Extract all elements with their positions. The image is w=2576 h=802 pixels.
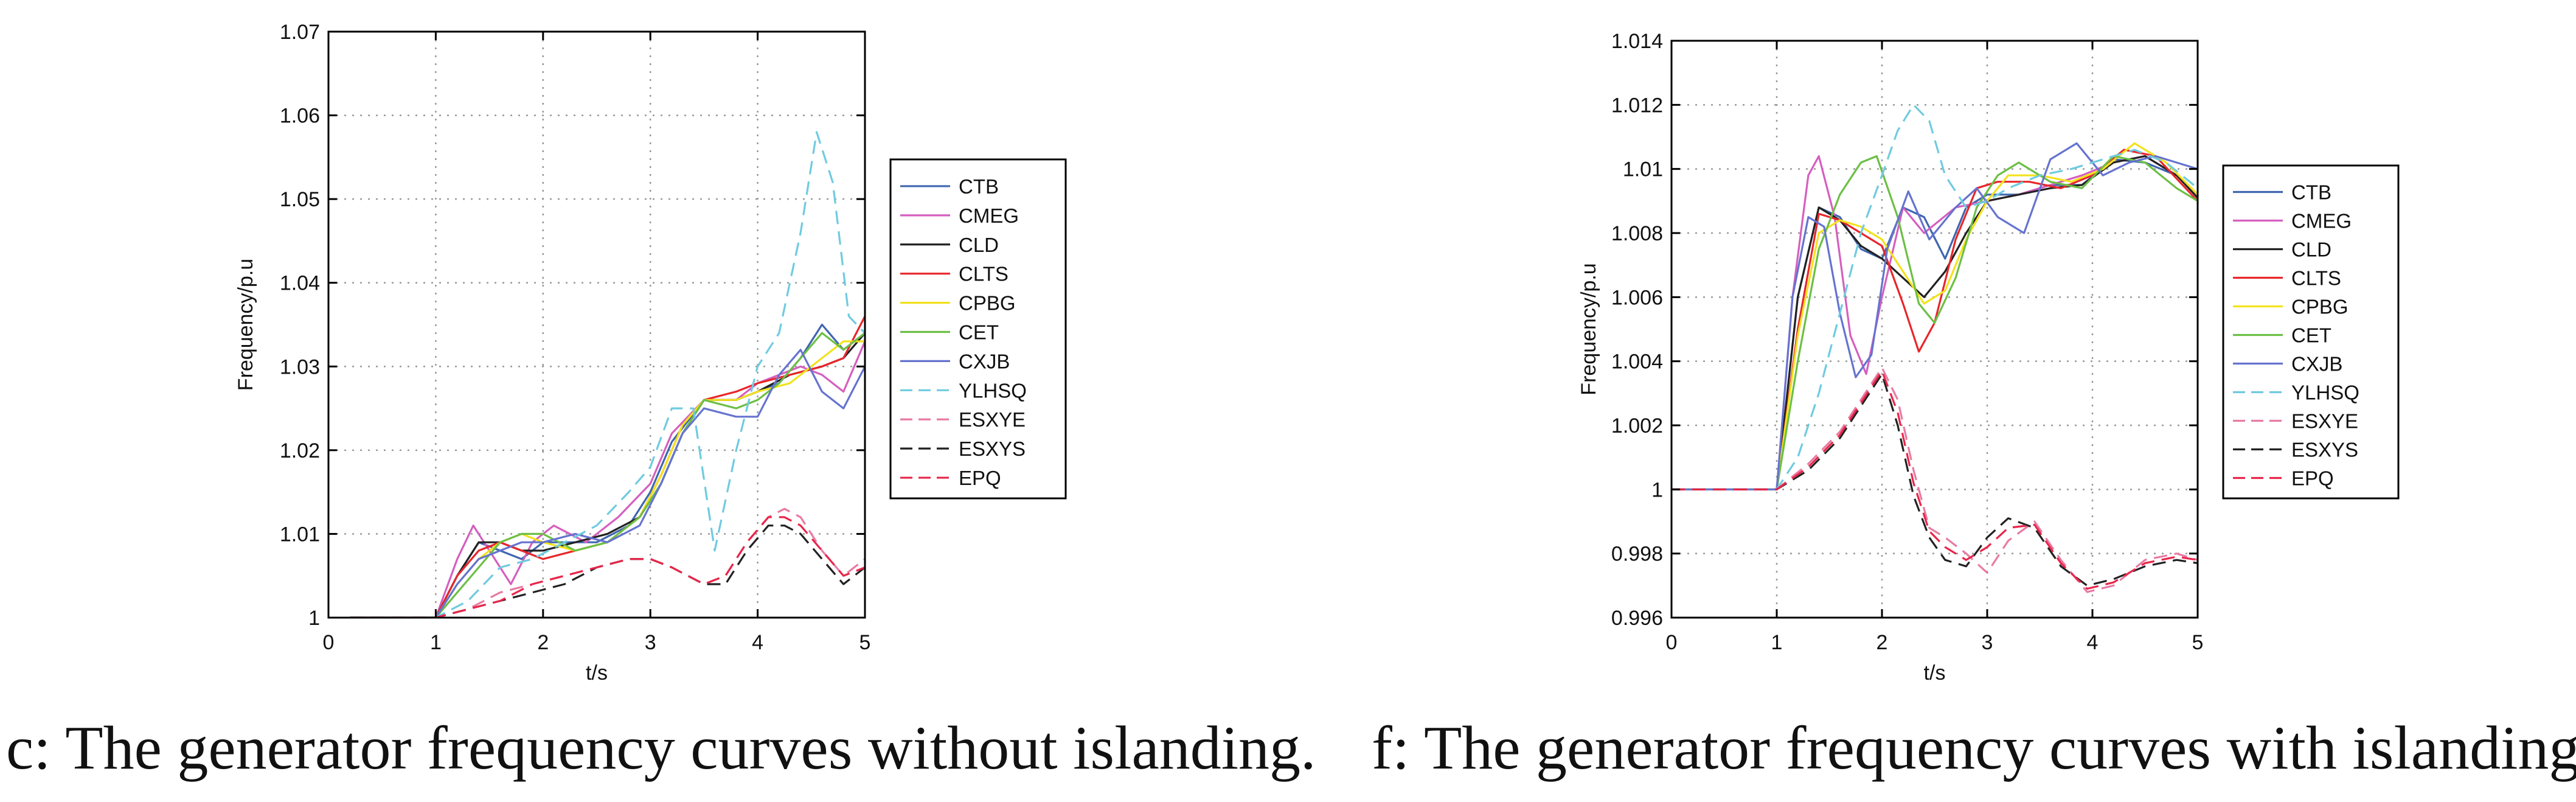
y-tick-label: 0.996 xyxy=(1611,607,1663,630)
axes-frame xyxy=(1670,40,2199,619)
y-tick-label: 0.998 xyxy=(1611,543,1663,566)
series-line-cpbg xyxy=(1672,142,2198,490)
axes-frame xyxy=(327,30,866,619)
caption-right: f: The generator frequency curves with i… xyxy=(1372,714,2576,783)
series-line-cxjb xyxy=(350,349,865,618)
series-lines xyxy=(350,131,865,618)
legend: CTB CMEG CLD CLTS CPBG CET CXJB YLHSQ ESXYE ESXYS… xyxy=(889,158,1067,500)
y-axis-label: Frequency/p.u xyxy=(234,259,257,391)
legend-label-esxys: ESXYS xyxy=(2291,439,2358,461)
y-tick-label: 1.04 xyxy=(280,272,320,295)
chart-right-frequency-with-islanding: 0 1 2 3 4 5 0.996 0.998 1 1.002 1.004 1.006 1.008 1.0… xyxy=(1577,30,2400,685)
y-tick-label: 1.03 xyxy=(280,355,320,378)
legend-label-cpbg: CPBG xyxy=(959,292,1016,315)
x-axis-label: t/s xyxy=(1924,661,1946,685)
legend-label-cmeg: CMEG xyxy=(959,204,1019,227)
series-lines xyxy=(1672,103,2198,593)
y-tick-label: 1.02 xyxy=(280,439,320,462)
x-tick-label: 1 xyxy=(1771,631,1783,654)
legend-label-epq: EPQ xyxy=(959,467,1001,489)
x-tick-label: 5 xyxy=(2192,631,2204,654)
series-line-cet xyxy=(1672,155,2198,490)
legend: CTB CMEG CLD CLTS CPBG CET CXJB YLHSQ ESXYE ESXYS… xyxy=(2222,164,2400,500)
legend-label-cld: CLD xyxy=(2291,239,2331,261)
y-tick-label: 1.012 xyxy=(1611,94,1663,117)
y-tick-label: 1 xyxy=(1651,478,1663,501)
x-tick-label: 1 xyxy=(430,631,442,654)
series-line-epq xyxy=(1672,369,2198,590)
legend-label-cld: CLD xyxy=(959,234,999,256)
legend-label-cet: CET xyxy=(2291,324,2331,347)
x-tick-label: 0 xyxy=(1666,631,1678,654)
plot-area xyxy=(328,32,865,618)
caption-left: c: The generator frequency curves withou… xyxy=(6,714,1316,783)
y-tick-label: 1.008 xyxy=(1611,222,1663,245)
series-line-cxjb xyxy=(1672,142,2198,490)
legend-label-ylhsq: YLHSQ xyxy=(959,379,1027,402)
legend-label-cxjb: CXJB xyxy=(2291,353,2342,375)
series-line-cmeg xyxy=(350,341,865,618)
y-tick-label: 1 xyxy=(308,607,320,630)
legend-label-clts: CLTS xyxy=(2291,267,2341,290)
legend-label-esxye: ESXYE xyxy=(2291,410,2358,433)
legend-label-esxys: ESXYS xyxy=(959,438,1026,460)
x-tick-label: 2 xyxy=(537,631,549,654)
legend-label-ctb: CTB xyxy=(2291,181,2331,204)
y-tick-label: 1.06 xyxy=(280,105,320,128)
x-tick-label: 3 xyxy=(1982,631,1993,654)
y-tick-label: 1.014 xyxy=(1611,30,1663,53)
y-axis-label: Frequency/p.u xyxy=(1577,263,1600,395)
x-axis-label: t/s xyxy=(586,661,608,685)
x-tick-label: 4 xyxy=(2087,631,2099,654)
chart-left-frequency-without-islanding: 0 1 2 3 4 511.011.021.031.041.051.061.07t/sFr… xyxy=(234,21,1067,685)
y-tick-label: 1.006 xyxy=(1611,286,1663,309)
legend-label-esxye: ESXYE xyxy=(959,408,1026,431)
series-line-ylhsq xyxy=(1672,103,2198,490)
y-tick-label: 1.01 xyxy=(1623,158,1663,181)
series-line-cld xyxy=(1672,155,2198,490)
y-tick-label: 1.07 xyxy=(280,21,320,44)
x-tick-label: 0 xyxy=(323,631,335,654)
legend-label-cet: CET xyxy=(959,321,999,344)
series-line-cet xyxy=(350,332,865,618)
legend-label-ctb: CTB xyxy=(959,175,999,198)
y-tick-label: 1.004 xyxy=(1611,350,1663,374)
x-tick-label: 5 xyxy=(859,631,871,654)
x-tick-label: 3 xyxy=(645,631,656,654)
series-line-ylhsq xyxy=(350,131,865,618)
legend-label-clts: CLTS xyxy=(959,263,1009,285)
x-tick-label: 2 xyxy=(1876,631,1888,654)
legend-label-cxjb: CXJB xyxy=(959,350,1010,372)
legend-label-cmeg: CMEG xyxy=(2291,210,2352,232)
series-line-epq xyxy=(350,516,865,618)
y-tick-label: 1.01 xyxy=(280,523,320,546)
series-line-esxye xyxy=(1672,366,2198,593)
y-tick-label: 1.002 xyxy=(1611,414,1663,438)
y-tick-label: 1.05 xyxy=(280,188,320,211)
legend-label-ylhsq: YLHSQ xyxy=(2291,382,2359,404)
legend-label-cpbg: CPBG xyxy=(2291,296,2349,318)
plot-area xyxy=(1672,41,2198,618)
x-tick-label: 4 xyxy=(752,631,763,654)
legend-label-epq: EPQ xyxy=(2291,467,2334,490)
series-line-esxys xyxy=(1672,373,2198,587)
